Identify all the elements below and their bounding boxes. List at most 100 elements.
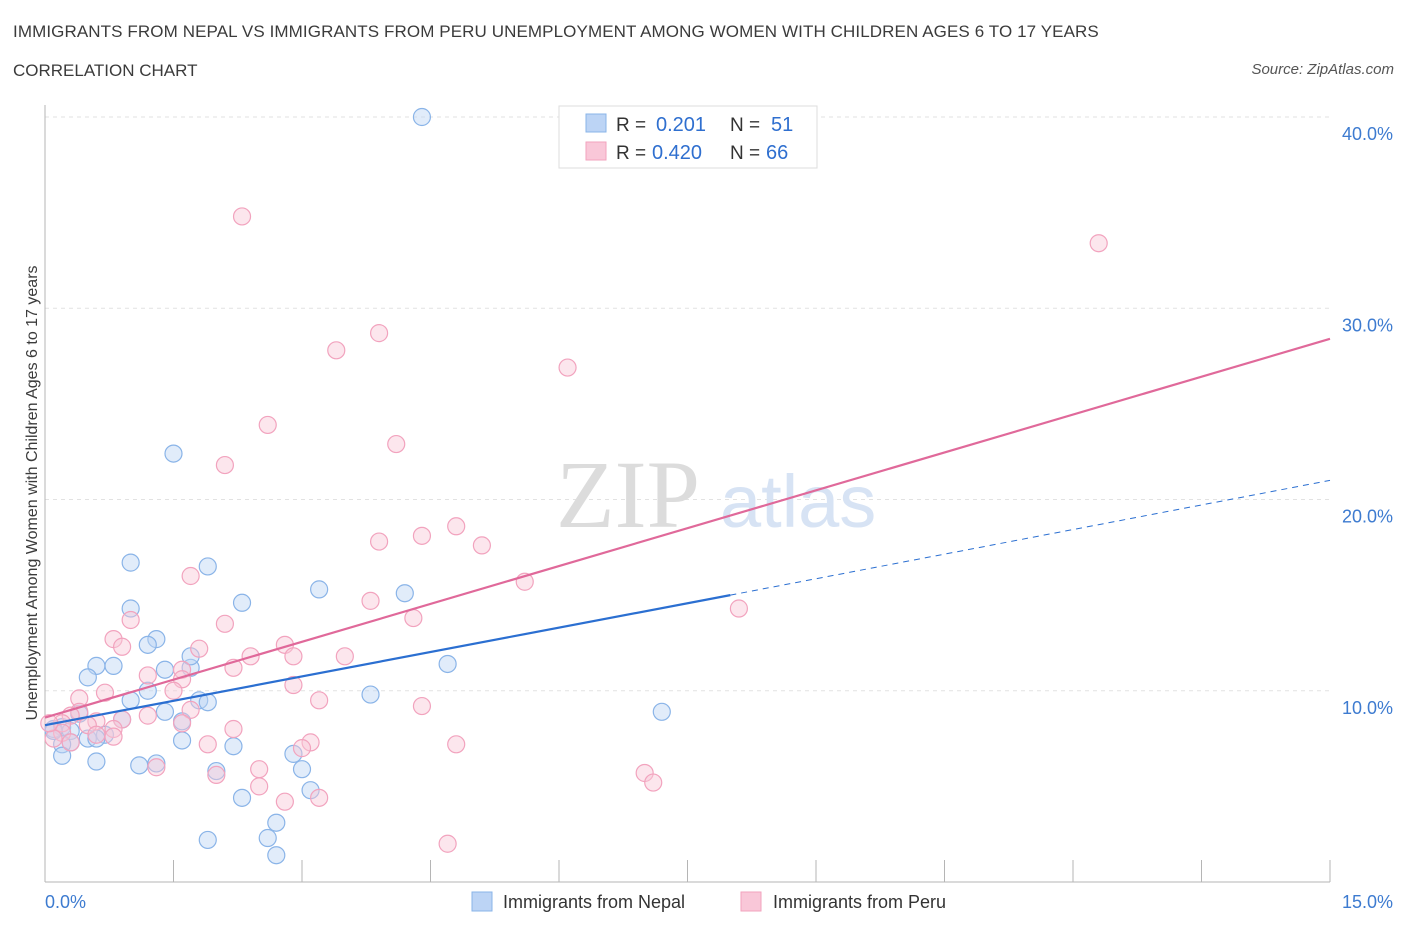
point-nepal: [395, 584, 414, 603]
y-tick-label: 10.0%: [1342, 698, 1393, 718]
point-peru: [284, 647, 303, 666]
point-peru: [215, 455, 234, 475]
trendline-nepal-projection: [730, 479, 1331, 596]
point-peru: [558, 358, 577, 377]
point-peru: [327, 341, 346, 360]
point-nepal: [232, 788, 252, 807]
point-peru: [207, 765, 226, 785]
stats-swatch-peru: [585, 141, 607, 161]
point-nepal: [258, 828, 277, 848]
point-peru: [472, 536, 491, 555]
stats-n-label-nepal: N =: [730, 115, 760, 136]
x-tick-label-min: 0.0%: [45, 892, 86, 912]
chart-title: IMMIGRANTS FROM NEPAL VS IMMIGRANTS FROM…: [13, 22, 1099, 41]
axes: [44, 105, 1331, 883]
point-nepal: [267, 813, 286, 832]
x-tick-label-max: 15.0%: [1342, 892, 1393, 912]
point-nepal: [87, 752, 106, 771]
point-peru: [412, 696, 432, 716]
y-tick-label: 30.0%: [1342, 315, 1393, 335]
point-nepal: [198, 830, 217, 850]
point-peru: [147, 758, 166, 777]
point-peru: [447, 735, 466, 754]
trendline-peru: [44, 337, 1331, 719]
watermark-zip: ZIP: [556, 441, 700, 548]
point-nepal: [104, 656, 123, 675]
point-nepal: [78, 668, 97, 687]
point-nepal: [438, 654, 457, 674]
point-peru: [335, 647, 354, 666]
point-peru: [138, 666, 157, 685]
point-peru: [181, 700, 200, 719]
point-peru: [138, 706, 157, 725]
point-peru: [310, 691, 329, 710]
stats-r-label-nepal: R =: [616, 115, 646, 136]
point-peru: [729, 599, 749, 618]
series-peru-points: [40, 207, 1108, 853]
point-peru: [121, 610, 140, 630]
point-nepal: [412, 107, 432, 127]
watermark-atlas: atlas: [720, 460, 876, 543]
point-nepal: [155, 702, 175, 721]
point-nepal: [130, 756, 149, 775]
point-peru: [1089, 234, 1108, 253]
point-peru: [190, 639, 209, 658]
stats-n-value-peru: 66: [766, 142, 788, 164]
y-tick-label: 20.0%: [1342, 507, 1393, 527]
point-peru: [104, 727, 123, 746]
point-peru: [292, 739, 312, 758]
bottom-legend: Immigrants from Nepal Immigrants from Pe…: [471, 891, 946, 912]
point-peru: [370, 532, 389, 551]
tick-labels: 10.0% 20.0% 30.0% 40.0% 0.0% 15.0%: [45, 124, 1393, 912]
point-peru: [258, 415, 277, 435]
point-peru: [87, 725, 106, 744]
point-nepal: [310, 580, 329, 599]
stats-r-label-peru: R =: [616, 143, 646, 164]
point-nepal: [232, 593, 252, 612]
stats-r-value-nepal: 0.201: [656, 114, 706, 136]
legend-swatch-peru: [740, 891, 762, 912]
point-peru: [644, 773, 663, 792]
stats-n-value-nepal: 51: [771, 114, 793, 136]
legend-label-peru: Immigrants from Peru: [773, 892, 946, 912]
point-peru: [387, 434, 406, 454]
point-nepal: [224, 737, 243, 756]
point-nepal: [172, 731, 192, 750]
series-nepal-points: [44, 107, 671, 865]
point-peru: [95, 683, 115, 702]
point-peru: [250, 760, 269, 779]
stats-n-label-peru: N =: [730, 143, 760, 164]
point-nepal: [198, 557, 217, 576]
point-peru: [412, 526, 432, 545]
point-peru: [370, 324, 389, 343]
point-nepal: [361, 685, 380, 704]
point-nepal: [207, 761, 226, 781]
stats-swatch-nepal: [585, 113, 607, 133]
trendline-nepal: [44, 594, 731, 727]
legend-swatch-nepal: [471, 891, 493, 912]
point-peru: [232, 207, 252, 226]
point-peru: [310, 788, 329, 807]
point-nepal: [53, 746, 72, 765]
source-label: Source: ZipAtlas.com: [1251, 61, 1394, 78]
chart-subtitle: CORRELATION CHART: [13, 61, 198, 80]
point-peru: [112, 637, 132, 656]
point-peru: [284, 675, 303, 695]
point-nepal: [164, 444, 183, 463]
point-peru: [250, 777, 269, 796]
trend-lines: [44, 337, 1331, 727]
point-nepal: [652, 702, 671, 721]
legend-label-nepal: Immigrants from Nepal: [503, 892, 685, 912]
point-nepal: [267, 846, 286, 865]
point-nepal: [121, 553, 140, 572]
point-peru: [172, 714, 192, 733]
stats-legend: R = 0.201 N = 51 R = 0.420 N = 66: [558, 105, 818, 169]
point-peru: [104, 719, 123, 739]
point-nepal: [138, 635, 157, 654]
point-peru: [275, 792, 294, 811]
point-peru: [44, 729, 63, 748]
point-peru: [164, 681, 183, 700]
point-peru: [447, 517, 466, 536]
point-peru: [361, 591, 380, 610]
y-axis-label: Unemployment Among Women with Children A…: [24, 265, 41, 720]
